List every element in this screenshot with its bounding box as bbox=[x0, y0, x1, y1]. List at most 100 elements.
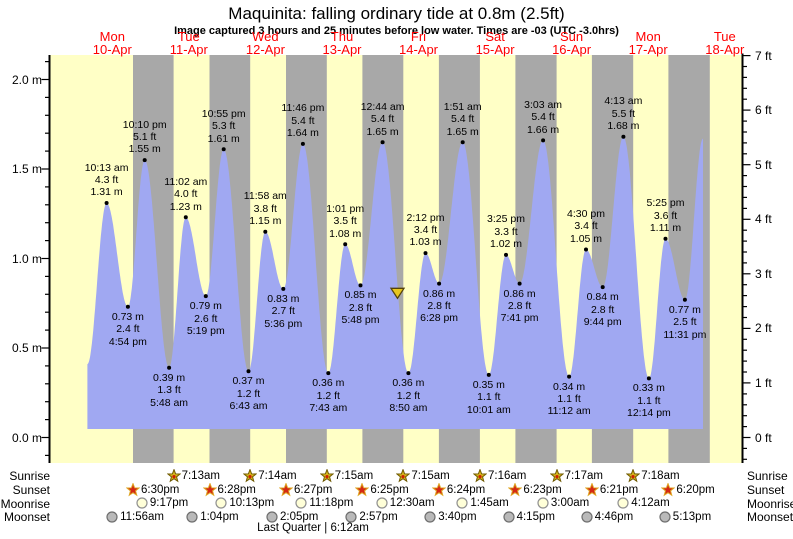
moonset-moon-icon bbox=[186, 510, 198, 523]
sunrise-time: 7:15am bbox=[411, 469, 450, 482]
moonrise-moon-icon bbox=[136, 497, 148, 509]
day-label: Thu 13-Apr bbox=[322, 29, 362, 57]
day-label: Wed 12-Apr bbox=[245, 29, 285, 57]
right-axis-tick-label: 4 ft bbox=[755, 212, 772, 227]
sunset-row-label-right: Sunset bbox=[747, 483, 785, 497]
moonset-moon-icon bbox=[266, 510, 278, 523]
right-axis-tick-label: 3 ft bbox=[755, 266, 772, 281]
low-tide-label: 0.37 m 1.2 ft 6:43 am bbox=[229, 375, 268, 413]
sunrise-time: 7:14am bbox=[258, 469, 297, 482]
moonset-event: 4:15pm bbox=[502, 510, 555, 524]
moonrise-row-label-right: Moonrise bbox=[747, 496, 793, 511]
moonset-time: 5:13pm bbox=[672, 510, 712, 523]
sunrise-event: 7:17am bbox=[549, 468, 603, 483]
right-axis-tick-label: 1 ft bbox=[755, 375, 772, 390]
day-label: Sun 16-Apr bbox=[552, 29, 592, 57]
sunset-time: 6:30pm bbox=[141, 483, 180, 496]
moonrise-row-label-left: Moonrise bbox=[0, 496, 50, 511]
sunrise-event: 7:18am bbox=[626, 468, 680, 483]
sunrise-time: 7:15am bbox=[334, 469, 374, 482]
moonset-event: 2:05pm bbox=[265, 510, 318, 524]
sunrise-row-label-left: Sunrise bbox=[9, 469, 50, 483]
sunrise-star-icon bbox=[473, 468, 487, 482]
low-tide-label: 0.36 m 1.2 ft 7:43 am bbox=[309, 377, 348, 414]
moonrise-event: 3:00am bbox=[536, 496, 589, 510]
high-tide-label: 10:13 am 4.3 ft 1.31 m bbox=[84, 161, 129, 199]
sunrise-time: 7:13am bbox=[181, 469, 220, 482]
low-tide-label: 0.33 m 1.1 ft 12:14 pm bbox=[627, 382, 671, 420]
sunrise-time: 7:18am bbox=[641, 469, 680, 482]
moonset-moon-icon bbox=[345, 510, 357, 523]
now-marker-icon bbox=[389, 287, 406, 300]
sunrise-star-icon bbox=[166, 468, 181, 482]
low-tide-label: 0.84 m 2.8 ft 9:44 pm bbox=[583, 291, 622, 328]
sunset-time: 6:21pm bbox=[599, 483, 639, 496]
sunrise-event: 7:16am bbox=[473, 468, 526, 483]
sunset-star-icon bbox=[126, 482, 140, 496]
chart-subtitle: Image captured 3 hours and 25 minutes be… bbox=[174, 25, 619, 37]
day-label: Mon 17-Apr bbox=[628, 29, 668, 57]
low-tide-label: 0.86 m 2.8 ft 6:28 pm bbox=[420, 287, 459, 325]
low-tide-label: 0.86 m 2.8 ft 7:41 pm bbox=[500, 287, 539, 325]
sunset-row-label-left: Sunset bbox=[12, 483, 50, 497]
moonrise-moon-icon bbox=[617, 497, 629, 509]
sunset-event: 6:23pm bbox=[508, 482, 562, 497]
right-axis-tick-label: 6 ft bbox=[755, 103, 772, 118]
right-axis-tick-label: 5 ft bbox=[755, 157, 772, 172]
sunset-star-icon bbox=[661, 482, 676, 496]
high-tide-label: 1:01 pm 3.5 ft 1.08 m bbox=[326, 202, 365, 240]
low-tide-label: 0.39 m 1.3 ft 5:48 am bbox=[150, 371, 189, 409]
sunset-star-icon bbox=[279, 482, 293, 496]
moonrise-event: 11:18pm bbox=[294, 496, 353, 510]
moonset-event: 1:04pm bbox=[185, 510, 239, 524]
sunrise-event: 7:15am bbox=[319, 468, 374, 483]
high-tide-label: 3:03 am 5.4 ft 1.66 m bbox=[524, 98, 563, 136]
sunrise-star-icon bbox=[549, 468, 564, 482]
right-axis-tick-label: 7 ft bbox=[755, 48, 772, 63]
left-axis-tick-label: 1.5 m bbox=[11, 162, 42, 176]
sunset-time: 6:28pm bbox=[217, 483, 256, 496]
moonrise-time: 11:18pm bbox=[309, 497, 354, 509]
moon-phase-note: Last Quarter | 6:12am bbox=[257, 522, 369, 534]
low-tide-label: 0.77 m 2.5 ft 11:31 pm bbox=[663, 303, 707, 341]
sunrise-star-icon bbox=[243, 468, 258, 482]
moonset-event: 3:40pm bbox=[423, 510, 477, 524]
sunset-event: 6:25pm bbox=[355, 482, 409, 497]
high-tide-label: 5:25 pm 3.6 ft 1.11 m bbox=[646, 197, 685, 235]
sunset-event: 6:20pm bbox=[661, 482, 715, 497]
day-label: Tue 11-Apr bbox=[169, 29, 208, 57]
high-tide-label: 4:13 am 5.5 ft 1.68 m bbox=[604, 95, 643, 133]
sunrise-event: 7:15am bbox=[396, 468, 450, 483]
moonset-time: 3:40pm bbox=[438, 510, 477, 523]
sunset-event: 6:30pm bbox=[126, 482, 180, 497]
page-title: Maquinita: falling ordinary tide at 0.8m… bbox=[228, 4, 565, 23]
low-tide-label: 0.79 m 2.6 ft 5:19 pm bbox=[186, 300, 225, 337]
moonrise-event: 10:13pm bbox=[214, 496, 274, 510]
moonrise-event: 12:30am bbox=[375, 496, 435, 510]
moonrise-event: 4:12am bbox=[616, 496, 670, 510]
right-axis-tick-label: 2 ft bbox=[755, 321, 772, 336]
low-tide-label: 0.34 m 1.1 ft 11:12 am bbox=[547, 380, 591, 418]
moonset-moon-icon bbox=[581, 510, 593, 523]
sunrise-star-icon bbox=[396, 468, 411, 482]
tide-extreme-dots bbox=[104, 134, 687, 381]
sunset-time: 6:23pm bbox=[523, 483, 562, 496]
moonset-event: 11:56am bbox=[105, 510, 164, 524]
sunrise-time: 7:17am bbox=[564, 469, 603, 482]
left-axis-tick-label: 0.0 m bbox=[11, 430, 42, 445]
sunset-star-icon bbox=[584, 482, 599, 496]
moonset-time: 2:57pm bbox=[359, 510, 398, 523]
moonrise-time: 12:30am bbox=[389, 497, 435, 509]
left-axis-tick-label: 0.5 m bbox=[11, 341, 42, 355]
moonrise-moon-icon bbox=[376, 497, 388, 509]
sunrise-event: 7:13am bbox=[166, 468, 220, 483]
moonset-time: 4:15pm bbox=[516, 510, 555, 523]
day-label: Mon 10-Apr bbox=[92, 29, 132, 57]
sunrise-star-icon bbox=[319, 468, 334, 482]
moonset-event: 5:13pm bbox=[658, 510, 711, 524]
high-tide-label: 10:55 pm 5.3 ft 1.61 m bbox=[201, 107, 246, 145]
sunset-event: 6:21pm bbox=[584, 482, 639, 497]
high-tide-label: 3:25 pm 3.3 ft 1.02 m bbox=[487, 213, 525, 251]
moonset-time: 4:46pm bbox=[594, 510, 634, 523]
sunrise-star-icon bbox=[626, 468, 641, 482]
